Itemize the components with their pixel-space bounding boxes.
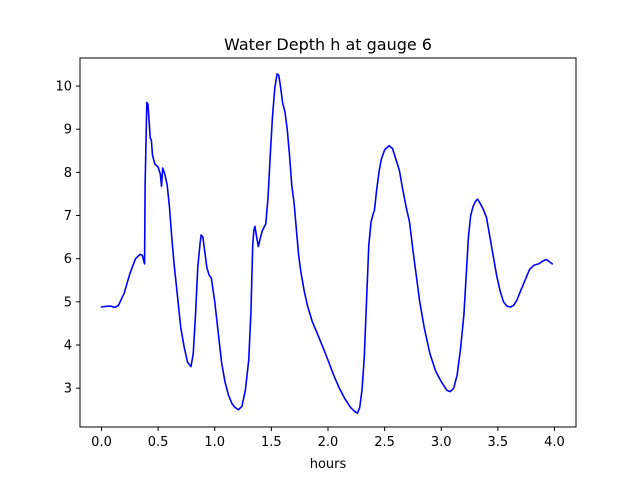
x-tick-label: 1.5 — [261, 435, 282, 450]
x-axis-ticks: 0.0 0.5 1.0 1.5 2.0 2.5 3.0 3.5 4.0 — [91, 427, 565, 450]
chart-title: Water Depth h at gauge 6 — [224, 35, 432, 54]
plot-area-frame — [79, 57, 577, 428]
x-tick-label: 2.5 — [374, 435, 395, 450]
x-tick-label: 2.0 — [318, 435, 339, 450]
x-tick-label: 3.5 — [488, 435, 509, 450]
y-axis-ticks: 3 4 5 6 7 8 9 10 — [55, 80, 80, 397]
y-tick-label: 6 — [64, 252, 72, 267]
y-tick-label: 3 — [64, 382, 72, 397]
y-tick-label: 5 — [64, 295, 72, 310]
series-layer — [100, 73, 554, 414]
y-tick-label: 7 — [64, 209, 72, 224]
y-tick-label: 4 — [64, 339, 72, 354]
series-line — [100, 73, 554, 414]
x-tick-label: 3.0 — [431, 435, 452, 450]
y-tick-label: 10 — [55, 80, 72, 95]
x-tick-label: 4.0 — [544, 435, 565, 450]
y-tick-label: 9 — [64, 123, 72, 138]
y-tick-label: 8 — [64, 166, 72, 181]
x-axis-label: hours — [310, 457, 347, 472]
x-tick-label: 0.0 — [91, 435, 112, 450]
x-tick-label: 0.5 — [148, 435, 169, 450]
x-tick-label: 1.0 — [204, 435, 225, 450]
